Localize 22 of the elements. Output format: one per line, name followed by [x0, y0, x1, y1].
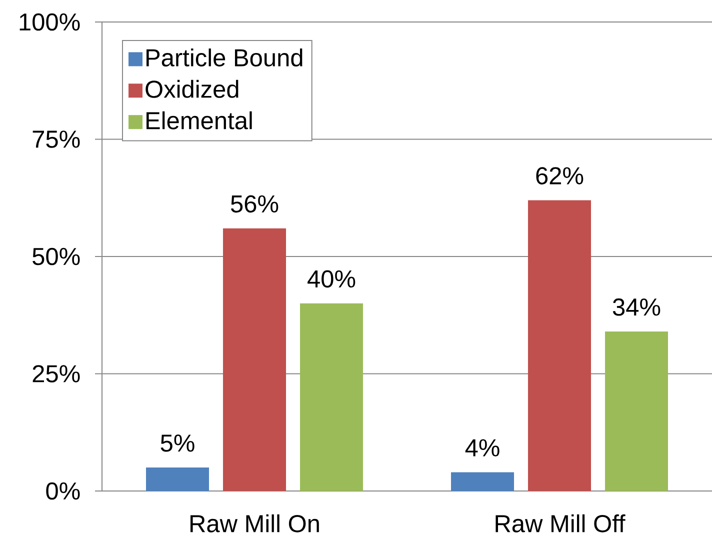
legend-label: Elemental: [146, 111, 252, 130]
y-tick-label: 0%: [46, 482, 80, 500]
y-tick-label: 75%: [32, 130, 80, 148]
legend-label: Oxidized: [146, 80, 238, 98]
legend-label: Particle Bound: [146, 48, 302, 66]
data-label: 34%: [612, 298, 660, 316]
x-tick-label: Raw Mill Off: [496, 514, 626, 532]
bar: [223, 228, 286, 491]
data-label: 4%: [465, 439, 500, 456]
x-tick-label: Raw Mill On: [190, 514, 319, 532]
bar: [605, 332, 668, 491]
y-tick-label: 50%: [32, 248, 80, 266]
y-tick-label: 25%: [32, 365, 80, 382]
bar: [451, 472, 514, 491]
bar: [300, 303, 364, 491]
bar: [146, 468, 209, 491]
y-tick-label: 100%: [20, 13, 80, 31]
data-label: 5%: [160, 434, 194, 452]
data-label: 56%: [230, 195, 278, 213]
data-label: 62%: [536, 167, 584, 184]
data-label: 40%: [308, 270, 356, 288]
bar: [528, 200, 592, 491]
